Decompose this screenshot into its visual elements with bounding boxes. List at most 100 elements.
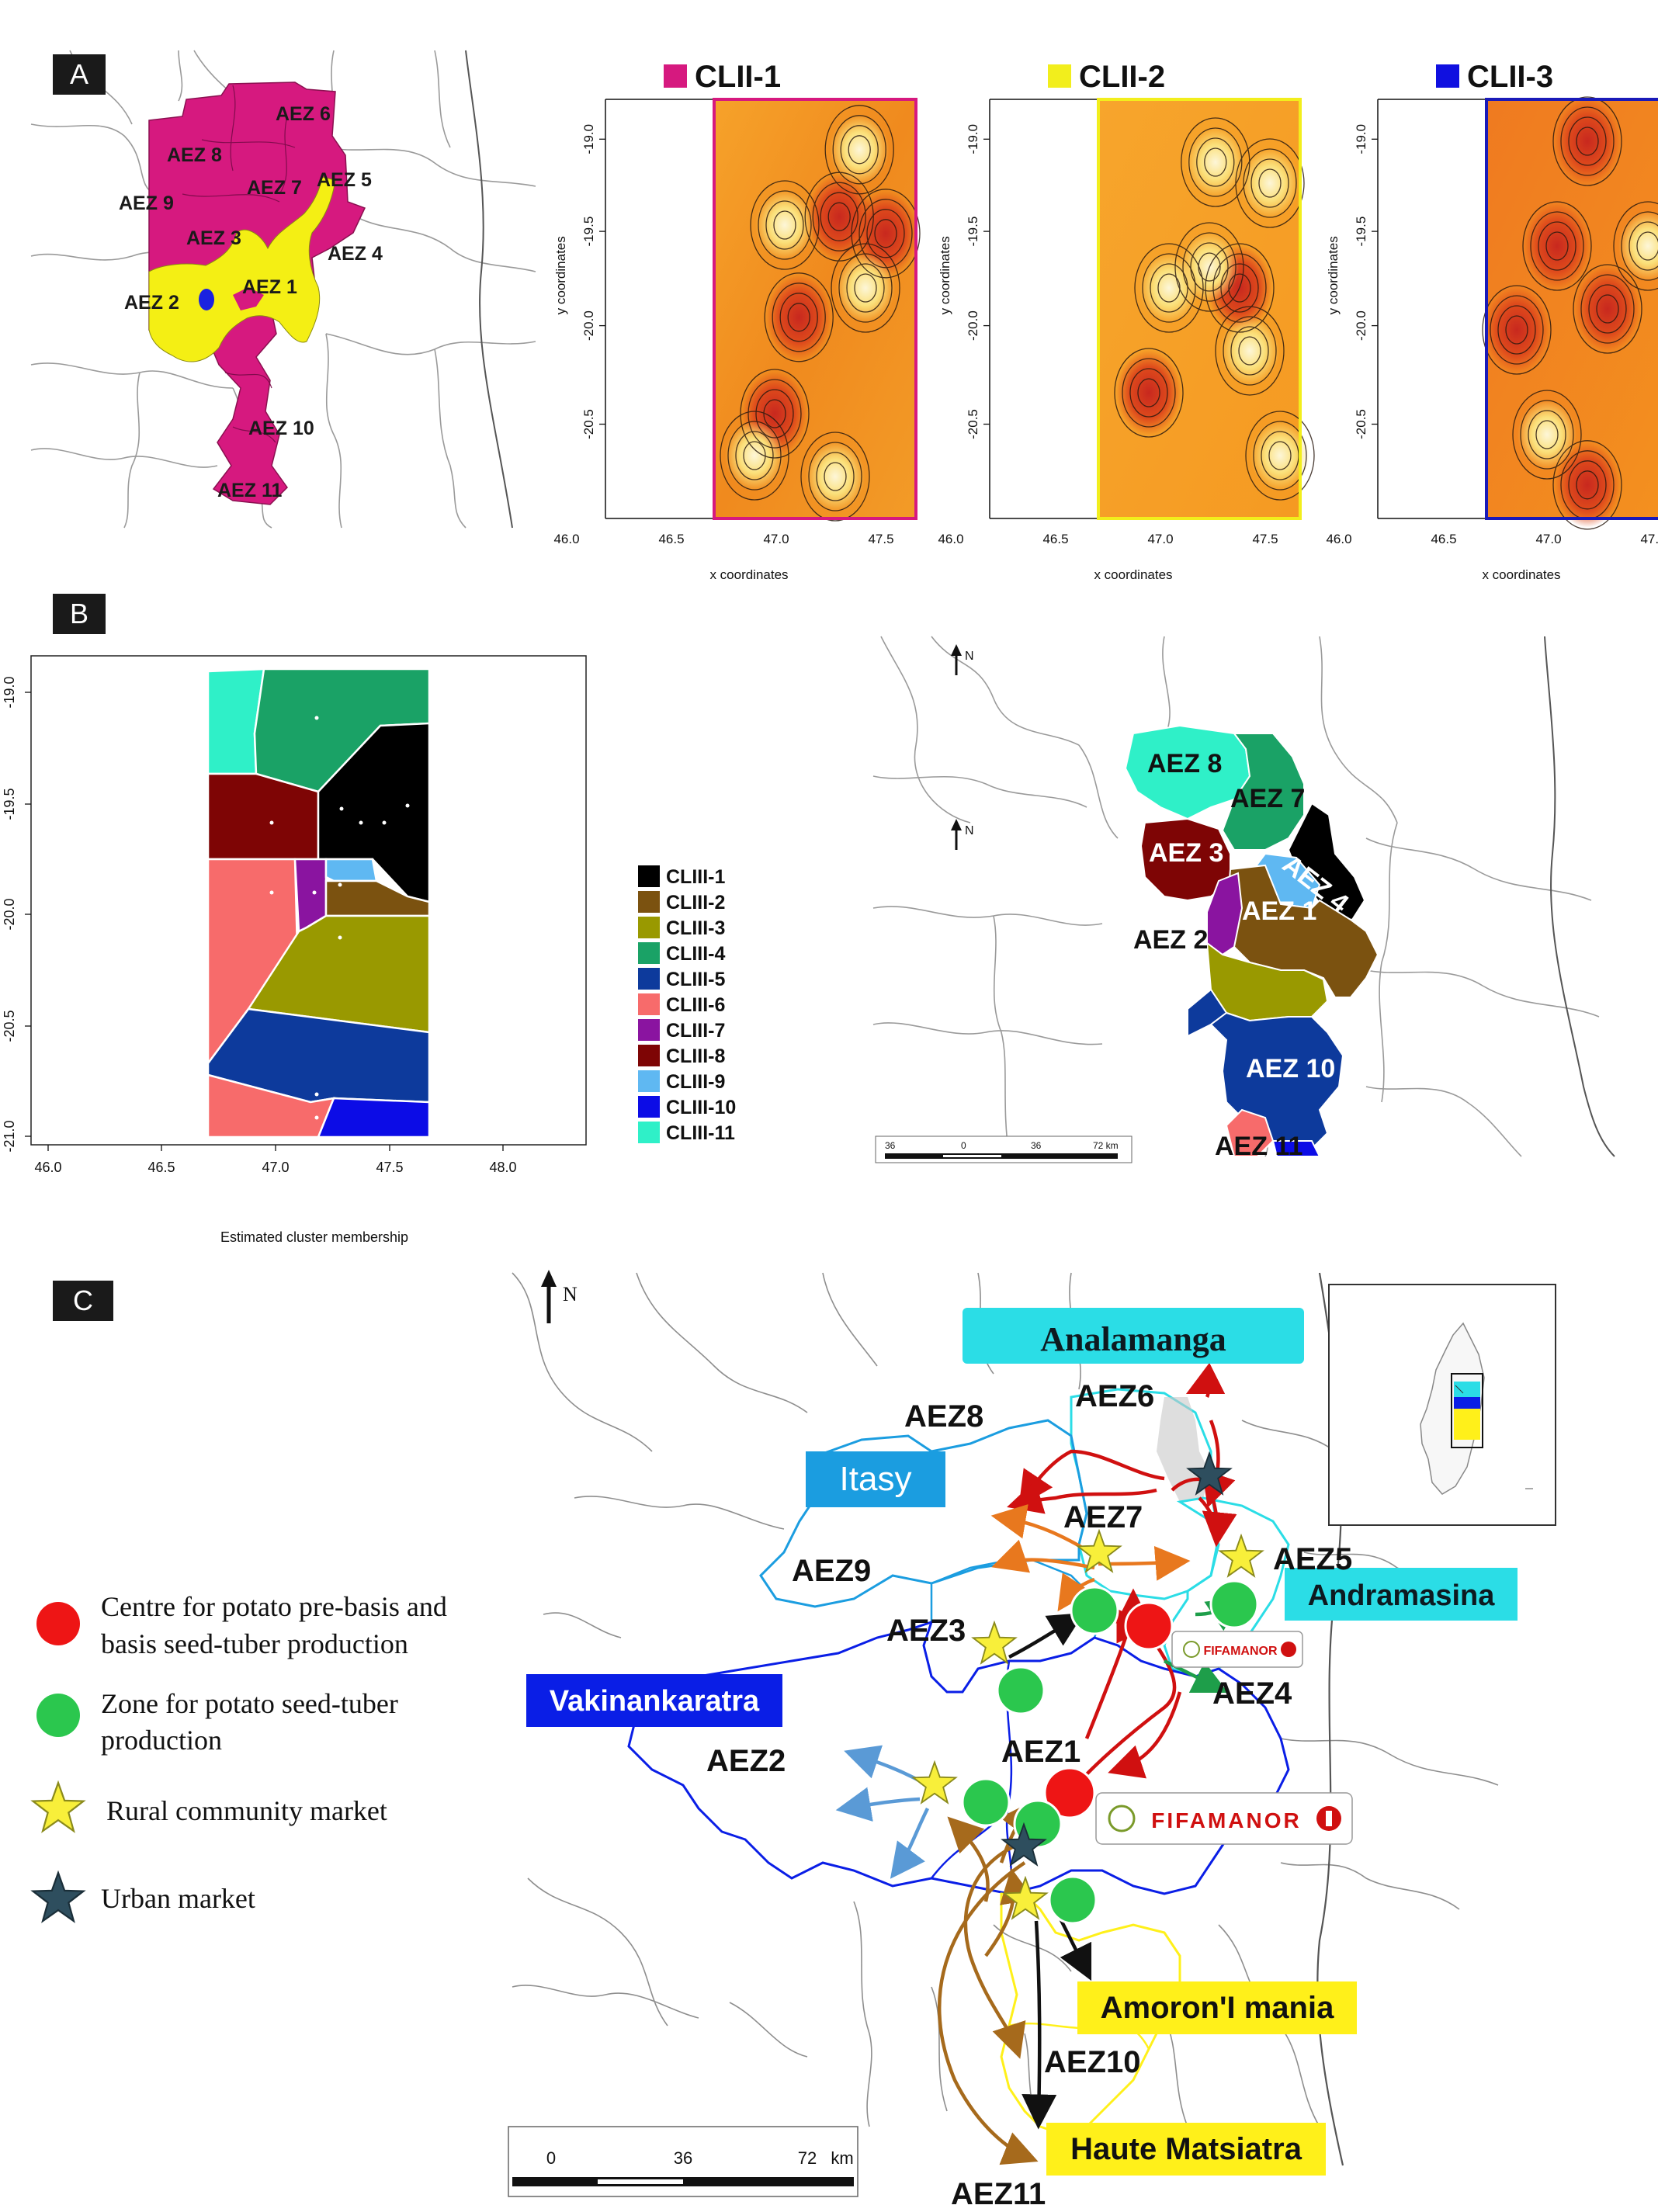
panel-c: C [32, 1270, 1556, 2211]
fifamanor-logo-1: FIFAMANOR [1171, 1631, 1303, 1668]
panel-a: A AEZ 6 AEZ 8 AEZ 7 AEZ 5 AEZ 9 AEZ 3 AEZ 4 AEZ… [30, 50, 1658, 582]
scale-c-tick-1: 36 [674, 2148, 692, 2168]
legend-cliii-10-swatch [638, 1096, 660, 1118]
panel-a-aez-6-label: AEZ 6 [276, 103, 331, 125]
clii-1-ytick-1: -19.5 [581, 217, 596, 247]
haute-label: Haute Matsiatra [1070, 2132, 1302, 2166]
clii-map-1: CLII-1 -19.0 -19.5 -20.0 -20.5 46.0 46.5 47.0 47… [553, 60, 921, 582]
clii-2-swatch [1048, 64, 1071, 88]
clii-1-ytick-3: -20.5 [581, 409, 596, 439]
panel-c-aez8-label: AEZ8 [904, 1399, 983, 1434]
legend-red-circle [36, 1602, 80, 1645]
panel-c-legend: Centre for potato pre-basis and basis se… [32, 1591, 447, 1922]
clii-2-region [148, 176, 336, 362]
vakinankaratra-box [526, 1674, 782, 1727]
panel-c-north-arrow: N [541, 1270, 578, 1323]
legend-cliii-6-swatch [638, 993, 660, 1015]
clii-2-ytick-3: -20.5 [966, 409, 980, 439]
panel-b-ytick-0: -19.0 [2, 676, 17, 708]
panel-b-cluster-centers [269, 716, 410, 1120]
clii-3-xlabel: x coordinates [1482, 567, 1560, 582]
legend-cliii-11-label: CLIII-11 [666, 1122, 735, 1144]
clii-3-swatch [1436, 64, 1459, 88]
panel-a-aez-5-label: AEZ 5 [317, 169, 372, 191]
analamanga-box [963, 1308, 1304, 1364]
legend-cliii-9-swatch [638, 1070, 660, 1092]
clii-1-title: CLII-1 [695, 60, 781, 94]
panel-c-aez9-label: AEZ9 [792, 1554, 871, 1588]
panel-c-inset-map [1328, 1284, 1556, 1526]
andramasina-box [1285, 1568, 1518, 1621]
fifamanor-text-2: FIFAMANOR [1151, 1808, 1301, 1832]
clii-2-xlabel: x coordinates [1094, 567, 1172, 582]
legend-green-circle [36, 1694, 80, 1737]
panel-b-ytick-1: -19.5 [2, 788, 17, 820]
panel-a-label: A [70, 58, 88, 90]
legend-star-text: Rural community market [106, 1795, 387, 1826]
amoroni-label: Amoron'I mania [1101, 1991, 1334, 2025]
panel-b: B -19.0 -19.5 -20.0 -20.5 -21.0 46.0 46.5 47.0 4… [2, 594, 1615, 1245]
clii-2-xtick-0: 46.0 [938, 532, 963, 546]
panel-c-label: C [73, 1285, 93, 1316]
legend-red-text-1: Centre for potato pre-basis and [101, 1591, 447, 1622]
itasy-box [806, 1451, 945, 1507]
amoroni-box [1077, 1981, 1357, 2034]
legend-cliii-11-swatch [638, 1122, 660, 1143]
clii-1-xtick-3: 47.5 [868, 532, 893, 546]
legend-cliii-10-label: CLIII-10 [666, 1097, 736, 1118]
panel-c-aez3-label: AEZ3 [886, 1614, 966, 1648]
clii-3-xtick-2: 47.0 [1535, 532, 1561, 546]
fifamanor-text-1: FIFAMANOR [1203, 1645, 1278, 1658]
panel-b-xtick-4: 48.0 [489, 1160, 516, 1175]
clii-3-region [199, 289, 214, 310]
clii-3-ytick-1: -19.5 [1354, 217, 1368, 247]
panel-a-aez-9-label: AEZ 9 [119, 192, 174, 214]
panel-a-aez-1-label: AEZ 1 [242, 276, 297, 298]
legend-cliii-2-swatch [638, 891, 660, 913]
panel-b-scale-bar: 36 0 36 72 km [875, 1135, 1133, 1163]
haute-box [1046, 2123, 1326, 2176]
clii-3-xtick-1: 46.5 [1431, 532, 1456, 546]
panel-c-aez4-label: AEZ4 [1212, 1676, 1292, 1711]
clii-3-ytick-0: -19.0 [1354, 124, 1368, 154]
panel-c-markers [912, 1452, 1264, 1925]
legend-cliii-9-label: CLIII-9 [666, 1071, 725, 1093]
panel-a-aez-8-label: AEZ 8 [167, 144, 222, 166]
panel-b-label-box [53, 594, 106, 634]
scale-c-tick-0: 0 [546, 2148, 556, 2168]
clii-1-xtick-2: 47.0 [763, 532, 789, 546]
clii-1-swatch [664, 64, 687, 88]
panel-b-map-aez-1-label: AEZ 1 [1242, 896, 1316, 926]
panel-a-aez-4-label: AEZ 4 [328, 243, 383, 265]
clii-1-xlabel: x coordinates [709, 567, 788, 582]
clii-3-ytick-3: -20.5 [1354, 409, 1368, 439]
itasy-label: Itasy [840, 1460, 912, 1498]
fifamanor-logo-2: FIFAMANOR [1095, 1792, 1353, 1845]
panel-a-aez-2-label: AEZ 2 [124, 292, 179, 314]
panel-c-north-label: N [563, 1283, 578, 1305]
clii-3-xtick-3: 47.5 [1640, 532, 1658, 546]
panel-b-xtick-3: 47.5 [376, 1160, 403, 1175]
panel-b-ytick-3: -20.5 [2, 1010, 17, 1042]
legend-cliii-7-swatch [638, 1019, 660, 1041]
clii-1-xtick-1: 46.5 [658, 532, 684, 546]
clii-2-title: CLII-2 [1079, 60, 1165, 94]
legend-cliii-4-label: CLIII-4 [666, 943, 725, 965]
legend-red-text-2: basis seed-tuber production [101, 1628, 408, 1659]
panel-c-region-labels: Analamanga Itasy Andramasina Vakinankara… [526, 1308, 1518, 2176]
panel-c-aez5-label: AEZ5 [1273, 1542, 1352, 1576]
clii-2-ytick-0: -19.0 [966, 124, 980, 154]
panel-b-map-aez-3-label: AEZ 3 [1149, 838, 1223, 868]
panel-c-aez1-label: AEZ1 [1001, 1735, 1080, 1769]
panel-a-label-box [53, 54, 106, 95]
clii-map-3: CLII-3 -19.0 -19.5 -20.0 -20.5 46.0 46.5 47.0 47… [1326, 60, 1658, 582]
panel-b-label: B [70, 598, 88, 629]
panel-a-aez-7-label: AEZ 7 [247, 177, 302, 199]
clii-1-xtick-0: 46.0 [553, 532, 579, 546]
panel-b-map-aez-11-label: AEZ 11 [1215, 1132, 1302, 1161]
panel-b-ytick-4: -21.0 [2, 1120, 17, 1152]
panel-c-aez11-label: AEZ11 [951, 2177, 1046, 2208]
panel-b-xtick-2: 47.0 [262, 1160, 289, 1175]
panel-b-north-label: N [965, 650, 974, 663]
panel-b-map-aez-8-label: AEZ 8 [1147, 749, 1222, 778]
